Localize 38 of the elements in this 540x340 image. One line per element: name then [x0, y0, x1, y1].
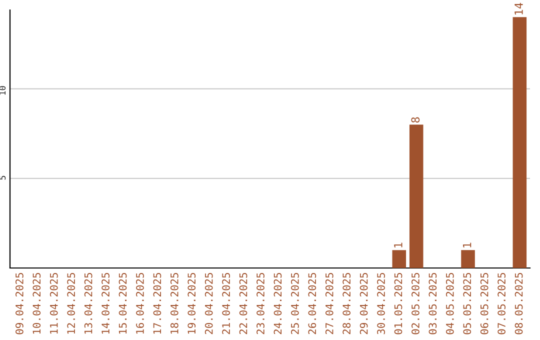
x-tick-label: 22.04.2025: [239, 273, 248, 334]
x-tick-label: 13.04.2025: [84, 273, 92, 334]
x-tick-label: 18.04.2025: [170, 273, 178, 334]
data-label: 14: [514, 2, 523, 14]
x-tick-label: 24.04.2025: [274, 273, 282, 334]
x-tick-label: 05.05.2025: [463, 273, 472, 334]
x-tick-label: 03.05.2025: [428, 273, 437, 334]
x-tick-label: 28.04.2025: [342, 273, 351, 334]
data-label: 8: [411, 117, 420, 123]
x-tick-label: 11.04.2025: [50, 273, 58, 334]
x-tick-label: 10.04.2025: [32, 273, 41, 334]
x-tick-label: 12.04.2025: [67, 273, 76, 334]
x-tick-label: 29.04.2025: [360, 273, 368, 334]
x-tick-label: 02.05.2025: [412, 273, 420, 334]
x-tick-label: 15.04.2025: [118, 273, 127, 334]
x-tick-label: 27.04.2025: [325, 273, 334, 334]
x-tick-label: 07.05.2025: [498, 273, 506, 334]
x-tick-label: 23.04.2025: [256, 273, 264, 334]
bar: [392, 250, 406, 268]
x-tick-label: 01.05.2025: [394, 273, 402, 334]
x-tick-label: 21.04.2025: [222, 273, 230, 334]
bar: [409, 124, 424, 268]
x-tick-label: 09.04.2025: [16, 273, 24, 334]
x-tick-label: 30.04.2025: [377, 273, 385, 334]
x-tick-label: 06.05.2025: [480, 273, 488, 334]
x-tick-label: 08.05.2025: [514, 273, 523, 334]
x-tick-label: 26.04.2025: [308, 273, 316, 334]
x-tick-label: 14.04.2025: [102, 273, 110, 334]
x-tick-label: 16.04.2025: [136, 273, 144, 334]
bar: [461, 250, 475, 268]
data-label: 1: [394, 242, 402, 248]
x-tick-label: 17.04.2025: [153, 273, 162, 334]
data-label: 1: [463, 242, 472, 248]
x-tick-label: 25.04.2025: [291, 273, 299, 334]
x-tick-label: 20.04.2025: [204, 273, 213, 334]
x-tick-label: 04.05.2025: [446, 273, 454, 334]
bar: [512, 17, 527, 268]
x-tick-label: 19.04.2025: [188, 273, 196, 334]
